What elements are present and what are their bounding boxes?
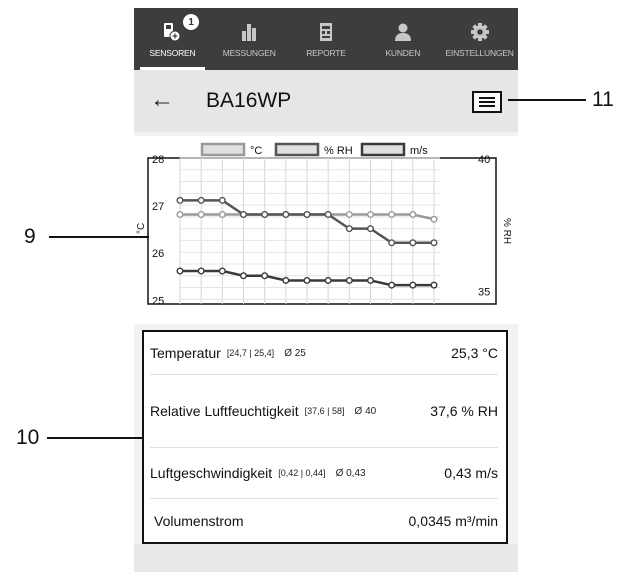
measurement-row-temperature: Temperatur [24,7 | 25,4] Ø 25 25,3 °C	[150, 332, 498, 375]
y2-axis-label: % RH	[501, 218, 512, 244]
data-point	[218, 211, 226, 219]
tab-label: MESSUNGEN	[222, 48, 276, 58]
bar-chart-icon	[242, 24, 257, 41]
tab-sensoren[interactable]: 1 SENSOREN	[134, 8, 211, 70]
data-point	[324, 276, 332, 284]
data-point	[197, 196, 205, 204]
data-point	[303, 276, 311, 284]
data-point	[366, 211, 374, 219]
measurement-range: [24,7 | 25,4]	[226, 348, 275, 358]
measurement-values-panel: Temperatur [24,7 | 25,4] Ø 25 25,3 °C Re…	[142, 330, 508, 544]
y-tick-label: 27	[152, 201, 164, 213]
gear-icon	[470, 23, 489, 41]
legend-swatch	[200, 142, 246, 157]
data-point	[430, 281, 438, 289]
data-point	[197, 267, 205, 275]
data-point	[366, 225, 374, 233]
y-tick-label: 25	[152, 295, 164, 307]
callout-number-panel: 10	[16, 426, 40, 449]
y-tick-label: 28	[152, 154, 164, 166]
measurement-name: Temperatur	[150, 345, 221, 361]
measurement-range: [0,42 | 0,44]	[278, 468, 326, 478]
data-point	[345, 276, 353, 284]
data-point	[239, 211, 247, 219]
measurement-value: 0,43 m/s	[444, 465, 498, 481]
sensor-count-badge: 1	[183, 14, 199, 30]
data-point	[218, 267, 226, 275]
data-point	[388, 281, 396, 289]
tab-reporte[interactable]: REPORTE	[288, 8, 365, 70]
tab-label: REPORTE	[306, 48, 346, 58]
tab-label: EINSTELLUNGEN	[445, 48, 514, 58]
y-tick-label: 26	[152, 248, 164, 260]
tab-kunden[interactable]: KUNDEN	[364, 8, 441, 70]
data-point	[430, 215, 438, 223]
data-point	[303, 211, 311, 219]
measurement-average: Ø 25	[284, 347, 306, 359]
measurement-name: Luftgeschwindigkeit	[150, 465, 273, 481]
data-point	[409, 281, 417, 289]
arrow-left-icon[interactable]: ←	[150, 86, 174, 113]
data-point	[409, 239, 417, 247]
tab-messungen[interactable]: MESSUNGEN	[211, 8, 288, 70]
callout-line-panel	[47, 437, 144, 439]
tab-label: KUNDEN	[385, 48, 421, 58]
measurement-name: Relative Luftfeuchtigkeit	[150, 403, 299, 419]
measurement-value: 25,3 °C	[451, 345, 498, 361]
data-point	[366, 276, 374, 284]
data-point	[282, 276, 290, 284]
top-navigation: 1 SENSOREN MESSUNGEN REPORTE	[134, 8, 518, 70]
measurement-average: Ø 40	[354, 405, 377, 417]
data-point	[282, 211, 290, 219]
measurement-average: Ø 0,43	[335, 467, 366, 479]
data-point	[430, 239, 438, 247]
measurement-row-humidity: Relative Luftfeuchtigkeit [37,6 | 58] Ø …	[150, 375, 498, 448]
sensor-icon	[164, 23, 181, 42]
callout-line-menu	[508, 99, 586, 101]
customer-icon	[394, 23, 411, 41]
data-point	[388, 239, 396, 247]
measurement-row-air-velocity: Luftgeschwindigkeit [0,42 | 0,44] Ø 0,43…	[150, 448, 498, 499]
data-point	[176, 211, 184, 219]
measurement-name: Volumenstrom	[154, 512, 244, 529]
data-point	[218, 196, 226, 204]
data-point	[197, 211, 205, 219]
callout-line-chart	[49, 236, 149, 238]
tab-label: SENSOREN	[149, 48, 196, 58]
sensor-header: ← BA16WP	[134, 70, 518, 132]
bottom-bar	[134, 544, 518, 572]
sensor-title: BA16WP	[206, 89, 292, 112]
legend-swatch	[274, 142, 320, 157]
data-point	[388, 211, 396, 219]
legend-swatch	[360, 142, 406, 157]
measurement-range: [37,6 | 58]	[304, 406, 345, 416]
data-point	[409, 211, 417, 219]
data-point	[345, 225, 353, 233]
chart-svg: 28 27 26 25 40 35 °C % RH °C % RH m/s	[136, 142, 512, 307]
data-point	[176, 267, 184, 275]
callout-number-chart: 9	[24, 225, 36, 248]
measurement-row-volume-flow: Volumenstrom 0,0345 m³/min	[150, 499, 498, 542]
legend-label: % RH	[324, 145, 353, 157]
hamburger-menu-icon[interactable]	[472, 91, 502, 113]
data-point	[261, 211, 269, 219]
measurement-value: 37,6 % RH	[430, 403, 498, 419]
phone-screen: 1 SENSOREN MESSUNGEN REPORTE	[134, 8, 518, 572]
data-point	[261, 272, 269, 280]
callout-number-menu: 11	[592, 88, 614, 111]
y-axis-label: °C	[136, 223, 147, 234]
legend-label: m/s	[410, 145, 428, 157]
data-point	[239, 272, 247, 280]
y2-tick-label: 40	[478, 154, 490, 166]
measurement-chart: 28 27 26 25 40 35 °C % RH °C % RH m/s	[134, 136, 518, 324]
report-icon	[319, 23, 332, 41]
tab-einstellungen[interactable]: EINSTELLUNGEN	[441, 8, 518, 70]
plot-frame	[147, 157, 497, 305]
measurement-value: 0,0345 m³/min	[408, 512, 498, 529]
data-point	[324, 211, 332, 219]
legend-label: °C	[250, 145, 262, 157]
y2-tick-label: 35	[478, 287, 490, 299]
data-point	[345, 211, 353, 219]
data-point	[176, 196, 184, 204]
